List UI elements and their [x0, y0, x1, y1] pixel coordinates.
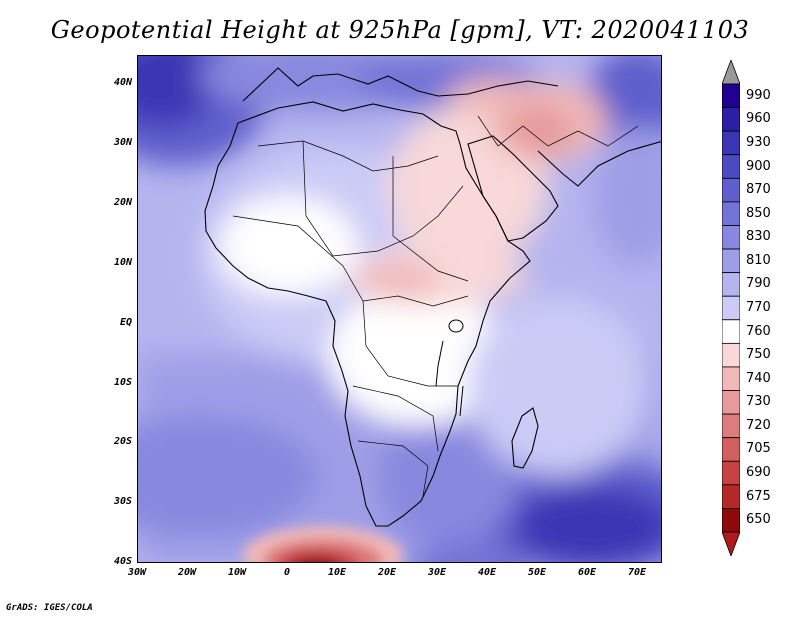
- lon-tick-50e: 50E: [527, 567, 547, 578]
- colorbar-label: 790: [746, 276, 771, 292]
- colorbar-top-arrow: [722, 60, 740, 85]
- africa-coastline: [204, 101, 531, 527]
- lat-tick-40s: 40S: [113, 556, 132, 567]
- colorbar-label: 900: [746, 158, 771, 174]
- lake-tanganyika: [435, 340, 444, 387]
- colorbar-label: 850: [746, 205, 771, 221]
- persian-gulf-coastline: [537, 140, 661, 187]
- colorbar-label: 760: [746, 323, 771, 339]
- lat-tick-10n: 10N: [113, 257, 132, 268]
- colorbar-label: 990: [746, 87, 771, 103]
- lon-tick-10e: 10E: [327, 567, 347, 578]
- colorbar-label: 720: [746, 417, 771, 433]
- lon-tick-70e: 70E: [627, 567, 647, 578]
- colorbar-label: 750: [746, 347, 771, 363]
- colorbar-label: 770: [746, 300, 771, 315]
- colorbar-swatch: [722, 201, 740, 226]
- lon-tick-30e: 30E: [427, 567, 447, 578]
- colorbar-label: 830: [746, 229, 771, 245]
- lon-tick-30w: 30W: [127, 567, 147, 578]
- lon-tick-10w: 10W: [227, 567, 247, 578]
- lake-victoria: [448, 319, 464, 333]
- colorbar-swatch: [722, 319, 740, 344]
- lon-tick-60e: 60E: [577, 567, 597, 578]
- lat-tick-20n: 20N: [113, 197, 132, 208]
- colorbar-swatch: [722, 366, 740, 391]
- arabia-coastline: [467, 135, 559, 242]
- chart-title: Geopotential Height at 925hPa [gpm], VT:…: [50, 16, 750, 44]
- colorbar-swatch: [722, 272, 740, 297]
- lon-tick-20w: 20W: [177, 567, 197, 578]
- lat-tick-10s: 10S: [113, 377, 132, 388]
- grads-credit: GrADS: IGES/COLA: [6, 603, 93, 613]
- lat-tick-40n: 40N: [113, 77, 132, 88]
- colorbar-swatch: [722, 342, 740, 368]
- lakes: [435, 319, 464, 417]
- europe-coastline: [242, 67, 559, 102]
- country-borders: [232, 115, 639, 497]
- colorbar-swatch: [722, 390, 740, 415]
- lat-tick-30s: 30S: [113, 496, 132, 507]
- colorbar-swatch: [722, 225, 740, 250]
- colorbar-swatch: [722, 460, 740, 486]
- colorbar-swatch: [722, 413, 740, 439]
- colorbar-label: 675: [746, 488, 771, 504]
- colorbar-swatch: [722, 437, 740, 462]
- colorbar-swatch: [722, 130, 740, 156]
- colorbar-swatch: [722, 154, 740, 179]
- lat-tick-30n: 30N: [113, 137, 132, 148]
- colorbar-bottom-arrow: [722, 531, 740, 556]
- colorbar-label: 705: [746, 441, 771, 457]
- colorbar-label: 740: [746, 370, 771, 386]
- madagascar-coastline: [511, 407, 539, 469]
- lat-tick-eq: EQ: [119, 317, 132, 328]
- colorbar-swatch: [722, 177, 740, 203]
- colorbar-label: 810: [746, 252, 771, 268]
- colorbar-label: 930: [746, 134, 771, 150]
- colorbar-swatch: [722, 248, 740, 274]
- coastlines: [204, 67, 661, 527]
- colorbar-label: 960: [746, 111, 771, 127]
- lon-tick-0: 0: [283, 567, 291, 578]
- map-plot: [138, 56, 661, 562]
- colorbar-label: 690: [746, 465, 771, 481]
- colorbar-swatch: [722, 295, 740, 321]
- colorbar-label: 870: [746, 182, 771, 198]
- colorbar-swatch: [722, 508, 740, 533]
- colorbar-label: 730: [746, 394, 771, 410]
- colorbar: [722, 60, 740, 556]
- lat-tick-20s: 20S: [113, 436, 132, 447]
- lake-malawi: [459, 385, 464, 417]
- lon-tick-20e: 20E: [377, 567, 397, 578]
- colorbar-swatch: [722, 484, 740, 509]
- lon-tick-40e: 40E: [477, 567, 497, 578]
- southern-low: [243, 526, 403, 562]
- colorbar-swatch: [722, 83, 740, 108]
- colorbar-label: 650: [746, 512, 771, 528]
- map-panel: [137, 55, 662, 563]
- colorbar-swatch: [722, 107, 740, 132]
- height-field: [138, 56, 661, 562]
